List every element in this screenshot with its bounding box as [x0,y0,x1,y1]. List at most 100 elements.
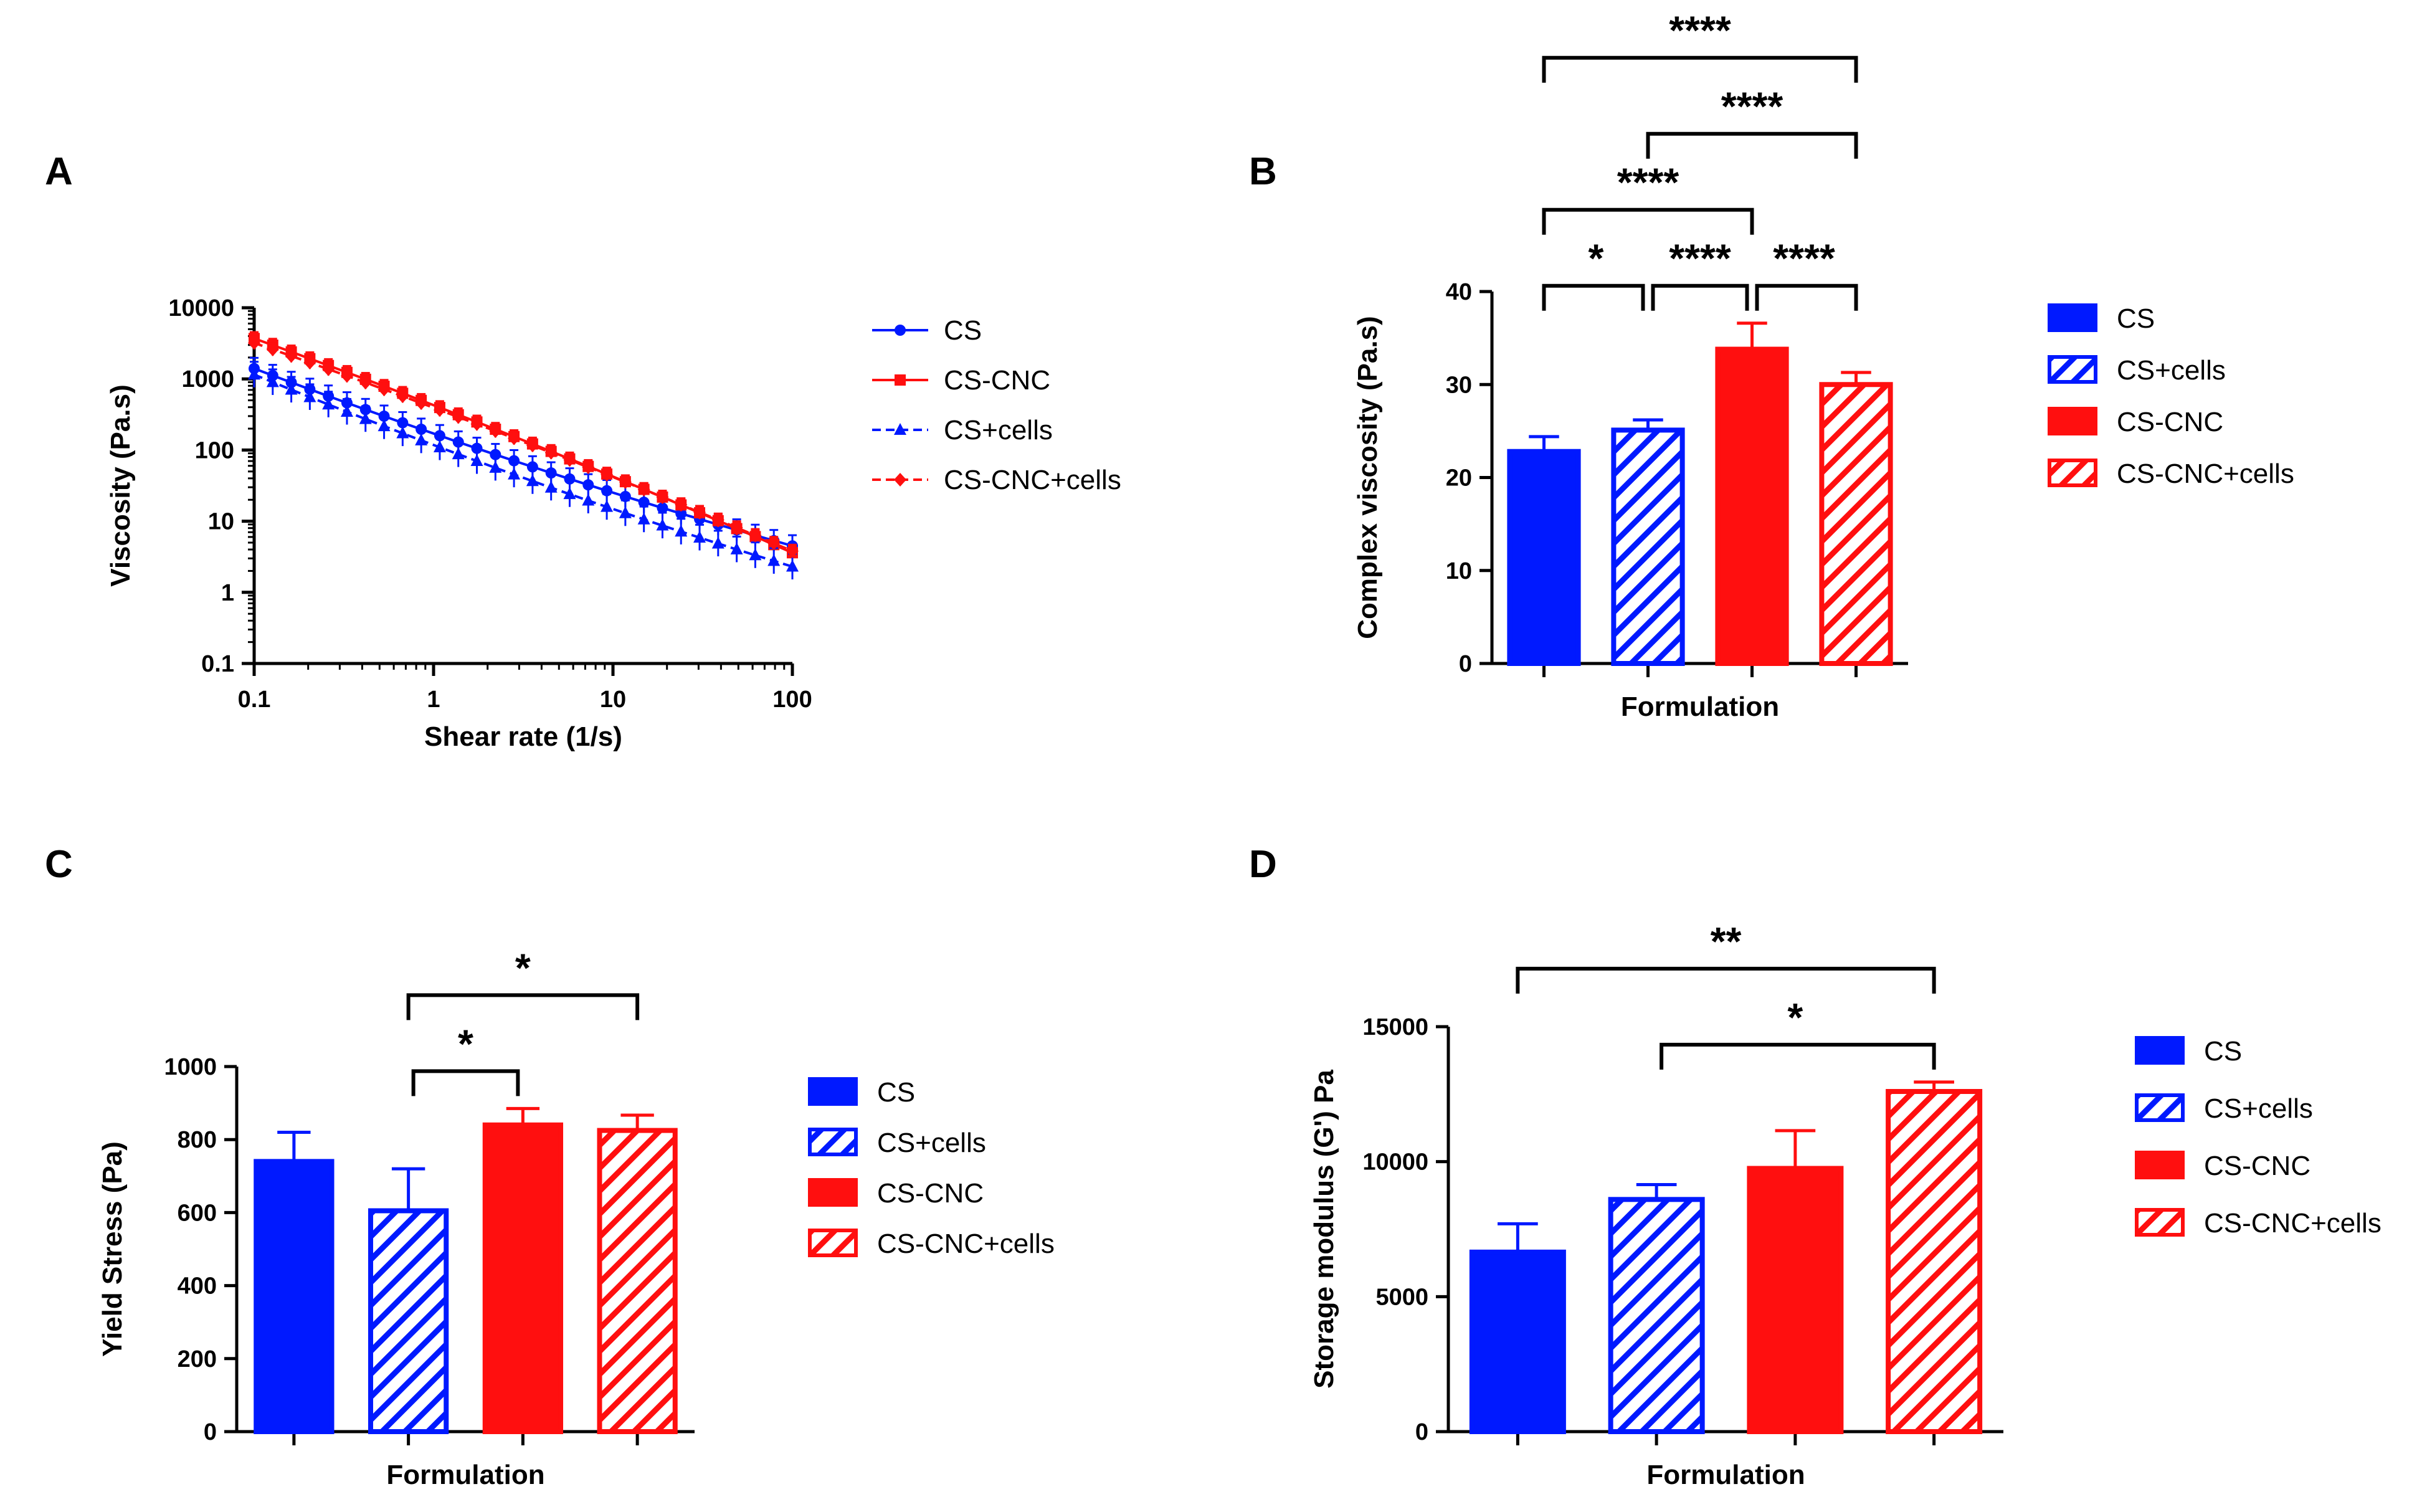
data-point [711,536,724,549]
y-axis-title: Viscosity (Pa.s) [105,384,136,586]
data-point [508,431,521,445]
significance-label: ** [1711,919,1742,964]
data-point [340,405,353,417]
data-point [285,349,298,363]
data-point [656,518,669,531]
panel-letter-a: A [45,150,73,193]
bar-cs-cells [368,1167,449,1434]
bar-cs-cnc-cells [1819,371,1893,666]
significance-bracket [1646,131,1858,159]
legend-item-cs-cnc: CS-CNC [2048,407,2223,437]
significance-bracket [1542,207,1754,235]
data-point [749,528,762,543]
y-tick-label: 20 [1446,465,1472,492]
legend-swatch [808,1178,858,1207]
data-point [396,426,409,439]
legend-swatch [808,1077,858,1106]
bar-cs-cnc-cells [1886,1080,1983,1434]
legend-swatch [2048,303,2097,332]
y-axis-title: Storage modulus (G') Pa [1309,1070,1339,1389]
data-point [563,487,576,500]
data-point [378,419,391,432]
data-point [749,548,762,561]
legend-label: CS-CNC [944,365,1050,396]
legend-item-cs-cells: CS+cells [808,1128,986,1158]
legend-swatch [2135,1151,2185,1179]
legend-label: CS [944,315,982,346]
legend-swatch [808,1229,858,1257]
data-point [396,389,409,403]
legend-item-cs-cnc-cells: CS-CNC+cells [2048,459,2294,489]
data-point [415,396,428,411]
y-tick-label: 0.1 [201,651,234,677]
data-point [601,467,614,482]
data-point [693,505,706,520]
significance-bracket [1651,283,1749,311]
data-point [452,447,465,460]
legend-label: CS-CNC [2204,1151,2310,1181]
y-tick-label: 1000 [164,1054,217,1080]
legend-marker [894,423,906,435]
series-line [254,373,793,568]
data-point [544,480,558,493]
legend-item-cs: CS [872,315,982,346]
data-point [266,375,279,388]
bar-rect [1886,1089,1983,1434]
significance-1-3: **** [1646,84,1858,159]
y-tick-label: 600 [178,1200,217,1226]
x-axis-title: Formulation [1646,1460,1805,1490]
panel-letter-d: D [1249,843,1277,886]
significance-label: **** [1721,84,1783,129]
legend-label: CS-CNC+cells [2117,459,2294,489]
y-tick-label: 10000 [1362,1149,1428,1176]
legend-marker [895,325,906,336]
bar-cs [1469,1222,1566,1435]
series-cs [249,356,798,557]
bar-rect [1819,382,1893,666]
x-axis-title: Formulation [1621,692,1779,722]
significance-1-2: **** [1651,236,1749,311]
data-point [452,410,465,424]
legend-label: CS+cells [877,1128,986,1158]
data-point [730,520,743,535]
legend-item-cs-cnc: CS-CNC [872,365,1050,396]
y-tick-label: 100 [195,437,234,464]
bar-cs [254,1130,335,1434]
data-point [619,490,631,502]
legend-swatch [2135,1208,2185,1237]
data-point [322,362,335,376]
significance-bracket [411,1069,520,1096]
significance-bracket [1755,283,1858,311]
data-point [767,554,781,566]
series-line [254,341,793,553]
data-point [767,536,781,550]
significance-label: **** [1669,8,1731,53]
y-tick-label: 0 [204,1419,217,1445]
significance-bracket [406,993,640,1020]
significance-label: * [458,1021,473,1066]
y-tick-label: 40 [1446,279,1472,305]
legend-item-cs-cnc-cells: CS-CNC+cells [808,1229,1055,1259]
x-tick-label: 10 [600,687,626,713]
bar-cs-cnc [1747,1129,1844,1434]
legend-marker [894,473,906,487]
panel-b-complex-viscosity-chart: 0 10 20 30 40 Formulation Complex viscosity (P… [1352,8,2294,722]
legend-label: CS+cells [2117,355,2226,386]
panel-letter-b: B [1249,150,1277,193]
significance-label: **** [1617,160,1679,205]
bar-rect [1715,346,1789,666]
bar-rect [597,1128,678,1435]
significance-2-3: **** [1755,236,1858,311]
data-point [526,474,539,487]
panel-c-yield-stress-chart: 0 200 400 600 800 1000 Formulation Yield Stress… [97,945,1055,1490]
significance-1-3: * [406,945,640,1020]
legend-swatch [808,1128,858,1156]
data-point [786,559,799,572]
series-cs-cnc-cells [248,335,799,558]
y-tick-label: 5000 [1375,1284,1428,1310]
legend-label: CS [2204,1036,2242,1067]
bar-cs-cnc [482,1106,564,1434]
bar-cs-cells [1611,418,1685,666]
panel-d-storage-modulus-chart: 0 5000 10000 15000 Formulation Storage modulu… [1309,919,2382,1490]
